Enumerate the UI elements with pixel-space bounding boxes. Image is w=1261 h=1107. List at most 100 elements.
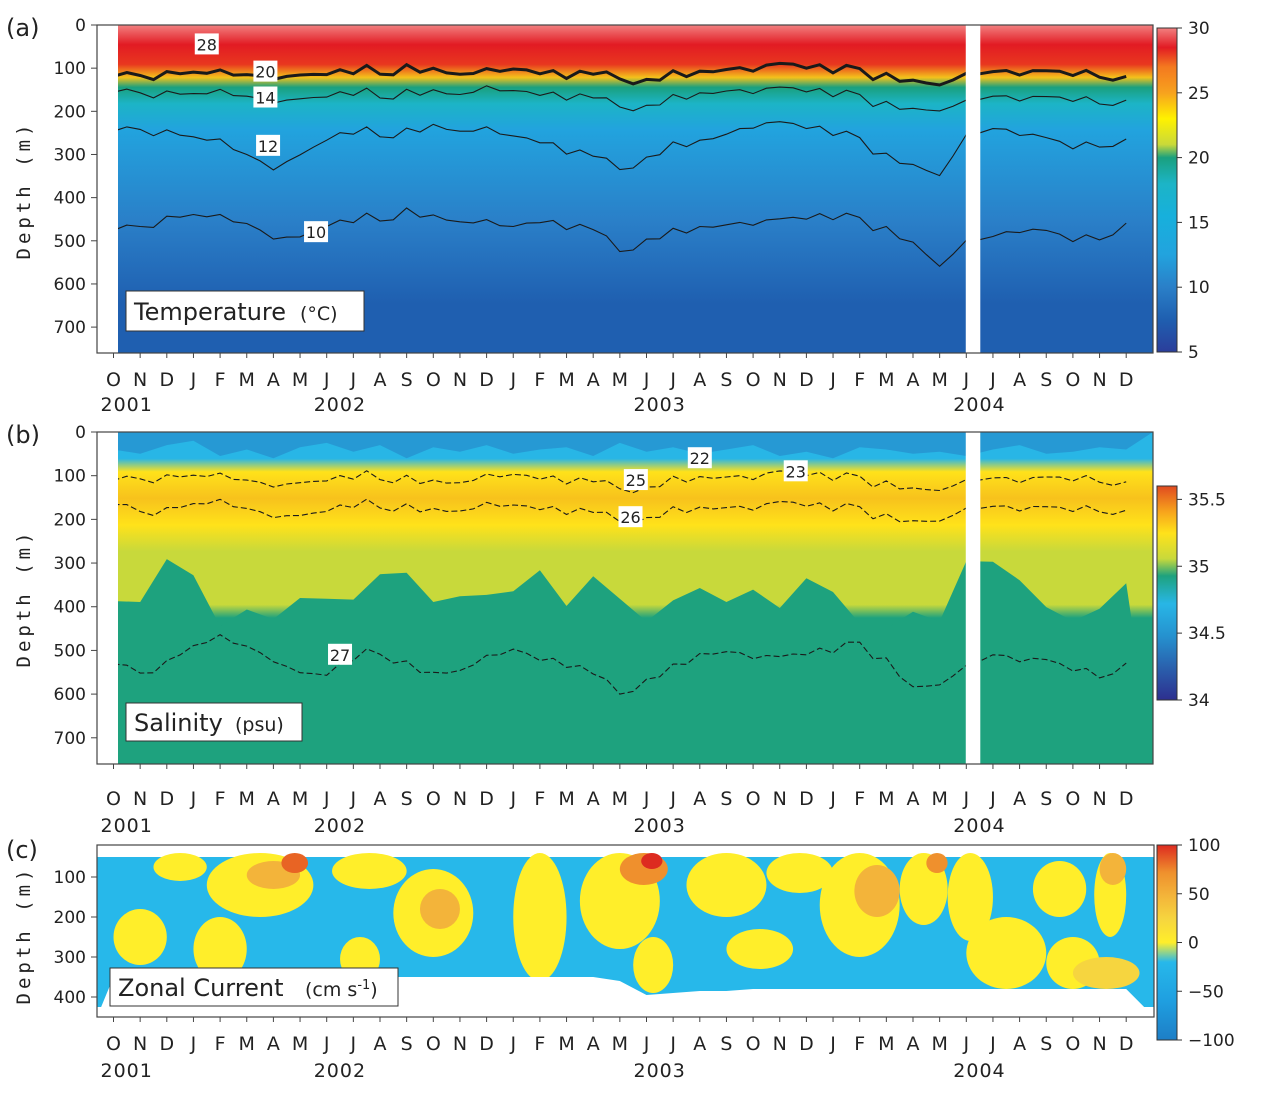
month-label: F — [854, 1033, 865, 1055]
month-label: O — [746, 369, 761, 391]
month-label: M — [558, 1033, 574, 1055]
current-patch — [686, 853, 767, 917]
month-label: O — [746, 788, 761, 810]
zonal-current-title-box: Zonal Current (cm s-1) — [109, 967, 399, 1007]
month-label: N — [453, 369, 467, 391]
y-tick-label: 300 — [54, 554, 86, 574]
current-patch — [153, 853, 207, 881]
month-label: M — [878, 369, 894, 391]
month-label: M — [878, 788, 894, 810]
current-patch — [1099, 853, 1127, 885]
contour-label-bg — [194, 33, 219, 55]
month-label: J — [350, 1033, 357, 1055]
year-label: 2003 — [634, 394, 686, 416]
colorbar — [1156, 27, 1178, 353]
month-label: D — [1119, 788, 1134, 810]
month-label: N — [773, 1033, 787, 1055]
month-label: A — [587, 1033, 600, 1055]
month-label: J — [509, 369, 516, 391]
month-label: O — [426, 1033, 441, 1055]
panel-c-letter: (c) — [6, 836, 38, 864]
panel-a-letter: (a) — [6, 14, 39, 42]
zonal-current-unit-base: (cm s — [305, 979, 357, 1001]
month-label: N — [773, 369, 787, 391]
y-tick-label: 700 — [54, 729, 86, 749]
month-label: J — [669, 788, 676, 810]
year-label: 2004 — [953, 394, 1005, 416]
year-label: 2003 — [634, 815, 686, 837]
month-label: M — [931, 788, 947, 810]
y-tick-label: 200 — [54, 102, 86, 122]
month-label: M — [239, 369, 255, 391]
y-tick-label: 500 — [54, 641, 86, 661]
month-label: M — [292, 369, 308, 391]
month-label: A — [693, 369, 706, 391]
y-tick-label: 600 — [54, 685, 86, 705]
y-tick-label: 700 — [54, 318, 86, 338]
colorbar-tick-label: −100 — [1188, 1031, 1235, 1051]
month-label: A — [907, 1033, 920, 1055]
y-tick-label: 400 — [54, 189, 86, 209]
contour-label-bg — [618, 506, 643, 528]
contour-label: 20 — [255, 63, 275, 82]
contour-line — [118, 470, 1127, 494]
month-label: J — [323, 1033, 330, 1055]
month-label: S — [720, 1033, 732, 1055]
month-label: N — [453, 788, 467, 810]
month-label: F — [854, 369, 865, 391]
month-label: J — [989, 369, 996, 391]
colorbar-tick-label: 34.5 — [1188, 624, 1226, 644]
month-label: D — [159, 1033, 174, 1055]
month-label: F — [534, 788, 545, 810]
month-label: M — [931, 369, 947, 391]
year-label: 2002 — [314, 815, 366, 837]
contour-label: 10 — [306, 223, 326, 242]
month-label: J — [962, 788, 969, 810]
month-label: O — [1065, 788, 1080, 810]
salinity-ylabel: Depth (m) — [13, 529, 35, 668]
month-label: J — [989, 1033, 996, 1055]
salinity-unit: (psu) — [235, 714, 284, 736]
month-label: A — [267, 369, 280, 391]
y-tick-label: 100 — [54, 868, 86, 888]
month-label: J — [962, 369, 969, 391]
month-label: A — [1013, 1033, 1026, 1055]
month-label: J — [669, 369, 676, 391]
current-patch — [966, 917, 1047, 989]
zonal-current-unit-close: ) — [370, 979, 377, 1001]
month-label: M — [239, 788, 255, 810]
year-label: 2004 — [953, 815, 1005, 837]
contour-line — [118, 121, 1127, 177]
y-tick-label: 500 — [54, 232, 86, 252]
month-label: S — [401, 369, 413, 391]
contour-label: 23 — [786, 462, 806, 481]
month-label: A — [587, 788, 600, 810]
colorbar-tick-label: 35 — [1188, 557, 1210, 577]
current-patch — [926, 853, 948, 873]
colorbar-tick-label: 5 — [1188, 343, 1199, 363]
temperature-title-box: Temperature (°C) — [125, 290, 365, 332]
current-patch — [947, 853, 993, 941]
y-tick-label: 100 — [54, 59, 86, 79]
salinity-35-band — [118, 559, 1153, 764]
month-label: F — [534, 369, 545, 391]
month-label: A — [374, 369, 387, 391]
month-label: A — [267, 1033, 280, 1055]
month-label: J — [190, 788, 197, 810]
contour-label-bg — [304, 221, 329, 243]
month-label: M — [292, 1033, 308, 1055]
month-label: N — [773, 788, 787, 810]
month-label: O — [426, 788, 441, 810]
month-label: S — [1040, 369, 1052, 391]
y-tick-label: 200 — [54, 510, 86, 530]
contour-label-bg — [253, 86, 278, 108]
month-label: J — [350, 788, 357, 810]
month-label: N — [1092, 1033, 1106, 1055]
year-label: 2002 — [314, 394, 366, 416]
colorbar-tick-label: 20 — [1188, 149, 1210, 169]
year-label: 2001 — [101, 394, 153, 416]
month-label: M — [612, 1033, 628, 1055]
contour-label: 12 — [258, 137, 278, 156]
month-label: M — [558, 788, 574, 810]
zonal-current-title: Zonal Current — [118, 974, 283, 1002]
